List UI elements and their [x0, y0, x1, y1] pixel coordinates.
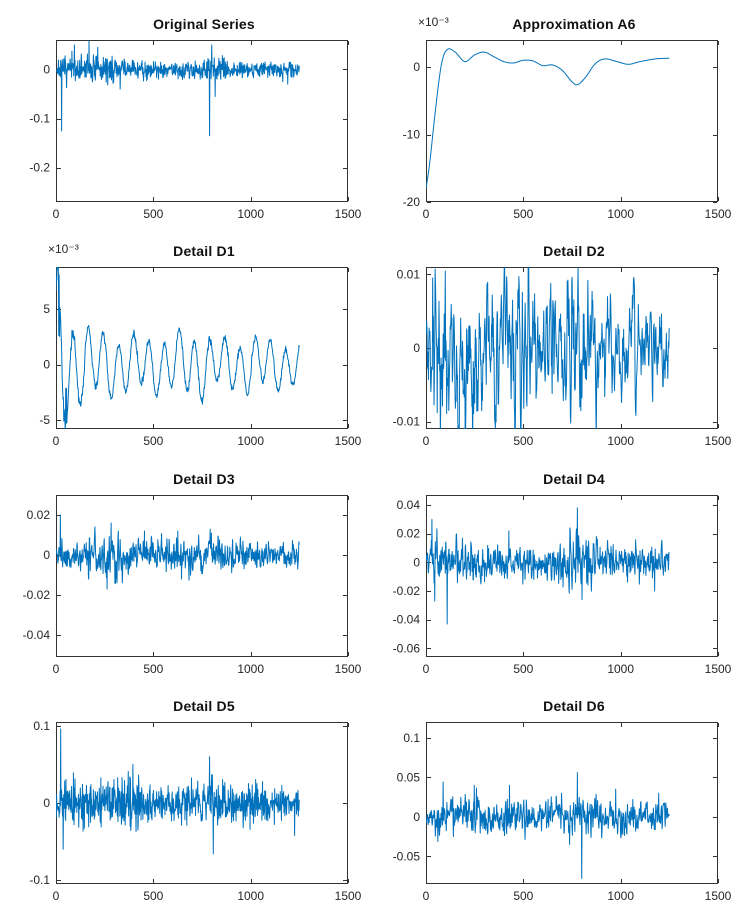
plot-canvas — [380, 259, 734, 456]
subplot-approximation-a6: ×10⁻³ Approximation A6 — [372, 6, 741, 233]
subplot-detail-d1: ×10⁻³ Detail D1 — [2, 233, 372, 460]
plot-title: Approximation A6 — [512, 16, 636, 32]
plot-title: Detail D4 — [543, 470, 605, 487]
y-scale-label: ×10⁻³ — [48, 242, 79, 257]
plot-canvas — [380, 713, 734, 910]
plot-title: Detail D2 — [543, 243, 605, 260]
plot-title: Detail D1 — [173, 243, 235, 260]
plot-canvas — [380, 486, 734, 683]
y-scale-label: ×10⁻³ — [418, 15, 449, 29]
plot-title: Detail D6 — [543, 697, 605, 714]
subplot-detail-d4: Detail D4 — [372, 461, 741, 688]
subplot-original-series: Original Series — [2, 6, 372, 233]
plot-title: Detail D3 — [173, 470, 235, 487]
plot-canvas — [10, 259, 364, 456]
plot-canvas — [10, 713, 364, 910]
plot-canvas — [380, 32, 734, 228]
plot-title: Detail D5 — [173, 697, 235, 714]
subplot-detail-d6: Detail D6 — [372, 688, 741, 915]
subplot-detail-d2: Detail D2 — [372, 233, 741, 460]
subplot-detail-d5: Detail D5 — [2, 688, 372, 915]
plot-canvas — [10, 486, 364, 683]
plot-canvas — [10, 32, 364, 228]
plot-title: Original Series — [153, 16, 255, 32]
subplot-detail-d3: Detail D3 — [2, 461, 372, 688]
